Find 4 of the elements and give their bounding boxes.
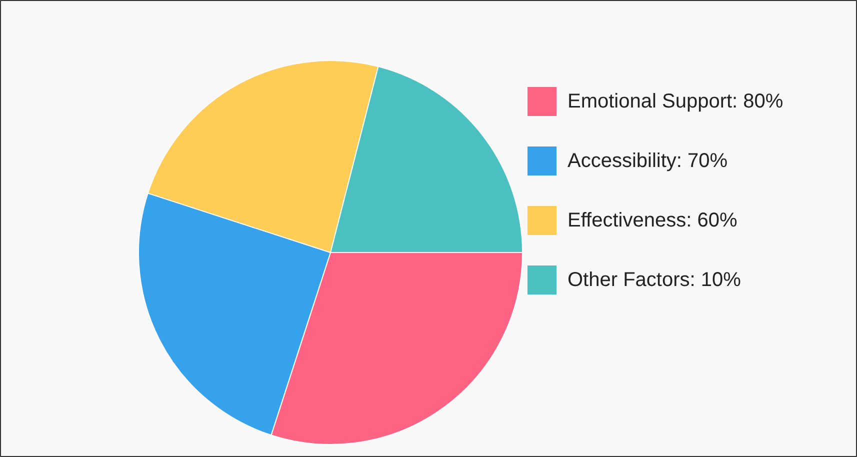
legend-label: Other Factors: 10% xyxy=(568,269,742,291)
legend-label: Effectiveness: 60% xyxy=(568,210,738,232)
legend-label: Emotional Support: 80% xyxy=(568,90,784,112)
legend-label: Accessibility: 70% xyxy=(568,150,728,172)
